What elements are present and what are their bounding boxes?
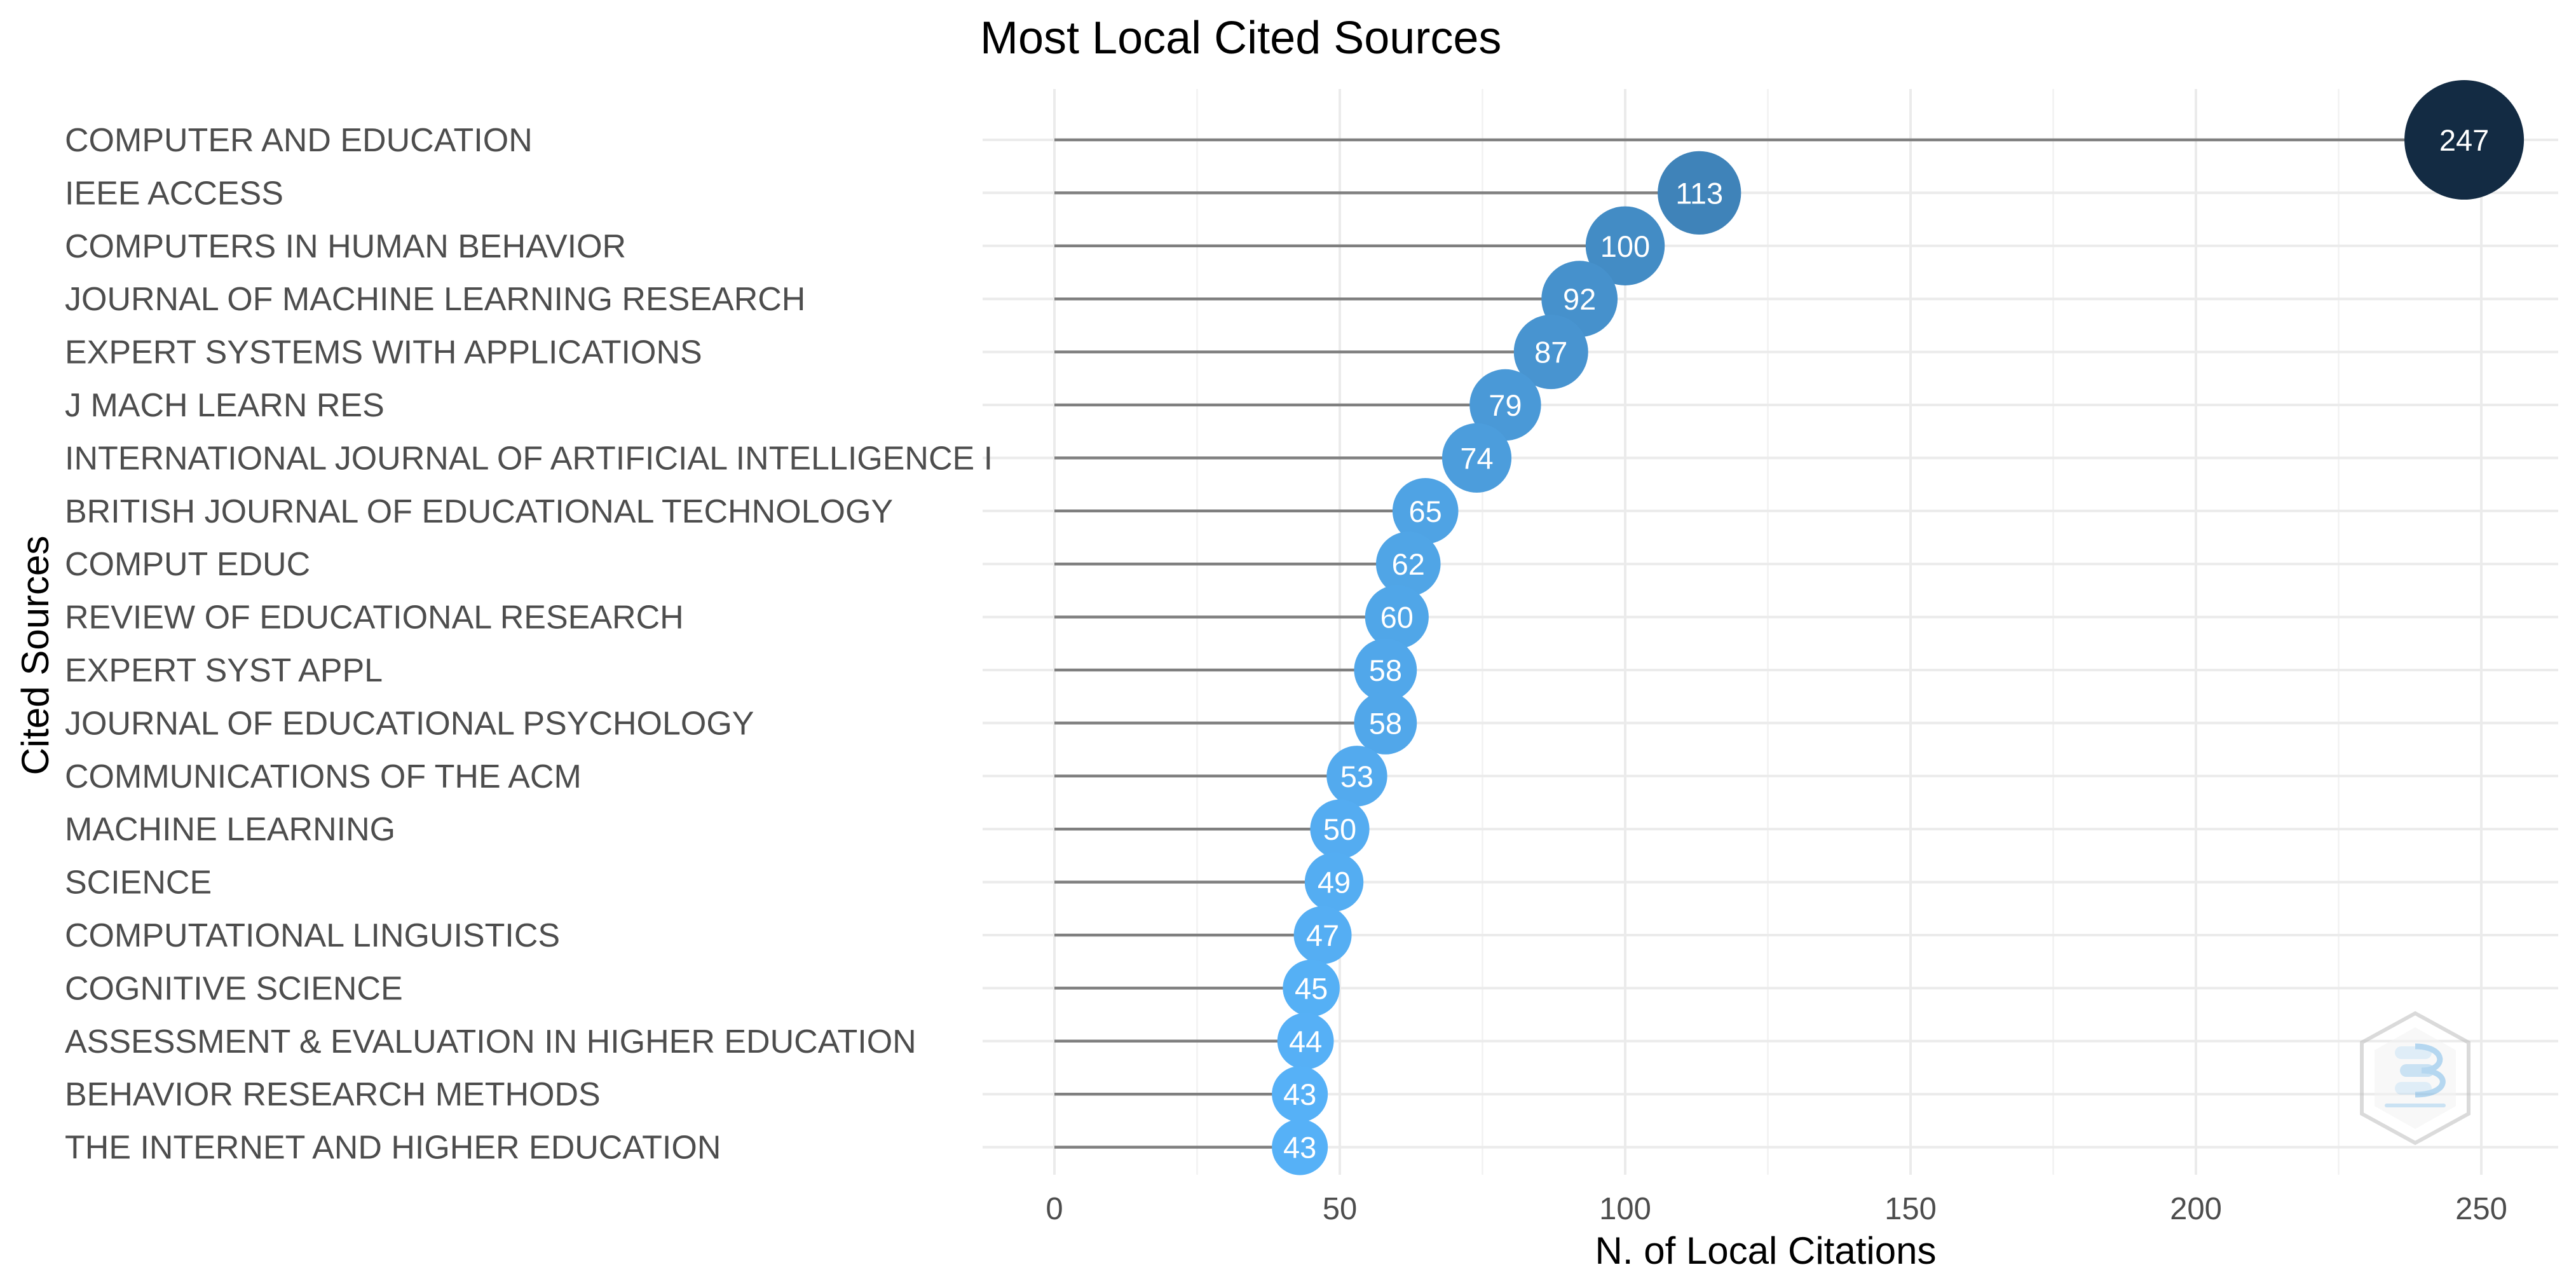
- x-tick-label: 250: [2455, 1192, 2507, 1226]
- x-tick-label: 200: [2170, 1192, 2222, 1226]
- point-value-label: 43: [1283, 1077, 1316, 1111]
- category-label: COMPUTATIONAL LINGUISTICS: [65, 917, 560, 954]
- category-labels: COMPUTER AND EDUCATION IEEE ACCESS COMPUTE…: [65, 122, 993, 1166]
- x-tick-labels: 0 50 100 150 200 250: [1046, 1192, 2507, 1226]
- lollipop-point: [1375, 531, 1441, 596]
- x-tick-label: 0: [1046, 1192, 1063, 1226]
- point-value-label: 62: [1392, 547, 1425, 581]
- lollipop-point: [1272, 1119, 1328, 1175]
- point-value-label: 50: [1323, 812, 1356, 846]
- category-label: BRITISH JOURNAL OF EDUCATIONAL TECHNOLOG…: [65, 493, 893, 530]
- point-value-label: 92: [1563, 282, 1596, 316]
- lollipop-point: [2404, 80, 2525, 200]
- lollipop-point: [1326, 746, 1387, 807]
- lollipop-point: [1392, 478, 1459, 544]
- point-value-label: 74: [1460, 441, 1493, 475]
- category-label: SCIENCE: [65, 865, 212, 901]
- lollipop-point: [1283, 959, 1340, 1017]
- point-value-label: 49: [1318, 866, 1351, 899]
- lollipop-point: [1354, 692, 1417, 755]
- grid: [983, 89, 2558, 1175]
- category-label: EXPERT SYSTEMS WITH APPLICATIONS: [65, 334, 702, 371]
- category-label: MACHINE LEARNING: [65, 811, 395, 848]
- point-value-label: 44: [1289, 1025, 1322, 1058]
- x-tick-label: 100: [1599, 1192, 1651, 1226]
- bibliometrix-logo-icon: [2360, 1011, 2470, 1146]
- category-label: REVIEW OF EDUCATIONAL RESEARCH: [65, 599, 684, 636]
- point-value-label: 58: [1369, 706, 1402, 740]
- point-value-label: 47: [1306, 919, 1339, 952]
- category-label: JOURNAL OF EDUCATIONAL PSYCHOLOGY: [65, 705, 754, 742]
- lollipop-point: [1585, 206, 1665, 285]
- category-label: THE INTERNET AND HIGHER EDUCATION: [65, 1130, 721, 1166]
- x-tick-label: 150: [1884, 1192, 1937, 1226]
- point-value-label: 247: [2439, 123, 2489, 157]
- point-value-label: 65: [1409, 495, 1442, 528]
- category-label: COGNITIVE SCIENCE: [65, 970, 403, 1007]
- category-label: COMMUNICATIONS OF THE ACM: [65, 758, 582, 795]
- point-value-label: 79: [1489, 388, 1522, 422]
- point-value-label: 100: [1600, 229, 1650, 263]
- category-label: COMPUTERS IN HUMAN BEHAVIOR: [65, 228, 626, 265]
- point-value-label: 58: [1369, 653, 1402, 687]
- lollipop-point: [1365, 585, 1429, 649]
- point-value-label: 60: [1380, 601, 1414, 634]
- lollipop-point: [1658, 151, 1741, 235]
- x-axis-title: N. of Local Citations: [1595, 1229, 1937, 1272]
- point-value-label: 43: [1283, 1131, 1316, 1165]
- lollipop-point: [1293, 906, 1352, 964]
- category-label: ASSESSMENT & EVALUATION IN HIGHER EDUCAT…: [65, 1023, 917, 1060]
- category-label: IEEE ACCESS: [65, 175, 283, 212]
- x-tick-label: 50: [1323, 1192, 1358, 1226]
- lollipop-point: [1469, 369, 1541, 441]
- point-value-label: 53: [1340, 760, 1373, 793]
- category-label: J MACH LEARN RES: [65, 387, 385, 424]
- stems: [1054, 138, 2465, 1149]
- lollipop-point: [1441, 423, 1512, 493]
- lollipop-point: [1304, 852, 1364, 912]
- chart-title: Most Local Cited Sources: [980, 13, 1501, 64]
- lollipop-point: [1277, 1013, 1334, 1070]
- lollipop-point: [1354, 638, 1417, 702]
- category-label: EXPERT SYST APPL: [65, 652, 383, 689]
- category-label: COMPUT EDUC: [65, 546, 310, 583]
- category-label: INTERNATIONAL JOURNAL OF ARTIFICIAL INTE…: [65, 440, 993, 477]
- point-value-label: 113: [1675, 176, 1723, 210]
- lollipop-point: [1272, 1066, 1328, 1123]
- category-label: BEHAVIOR RESEARCH METHODS: [65, 1076, 601, 1113]
- category-label: JOURNAL OF MACHINE LEARNING RESEARCH: [65, 281, 805, 318]
- point-value-label: 87: [1534, 336, 1567, 369]
- lollipop-point: [1513, 315, 1588, 390]
- lollipop-point: [1310, 799, 1370, 859]
- y-axis-title: Cited Sources: [14, 536, 57, 776]
- point-value-label: 45: [1295, 971, 1328, 1005]
- category-label: COMPUTER AND EDUCATION: [65, 122, 533, 159]
